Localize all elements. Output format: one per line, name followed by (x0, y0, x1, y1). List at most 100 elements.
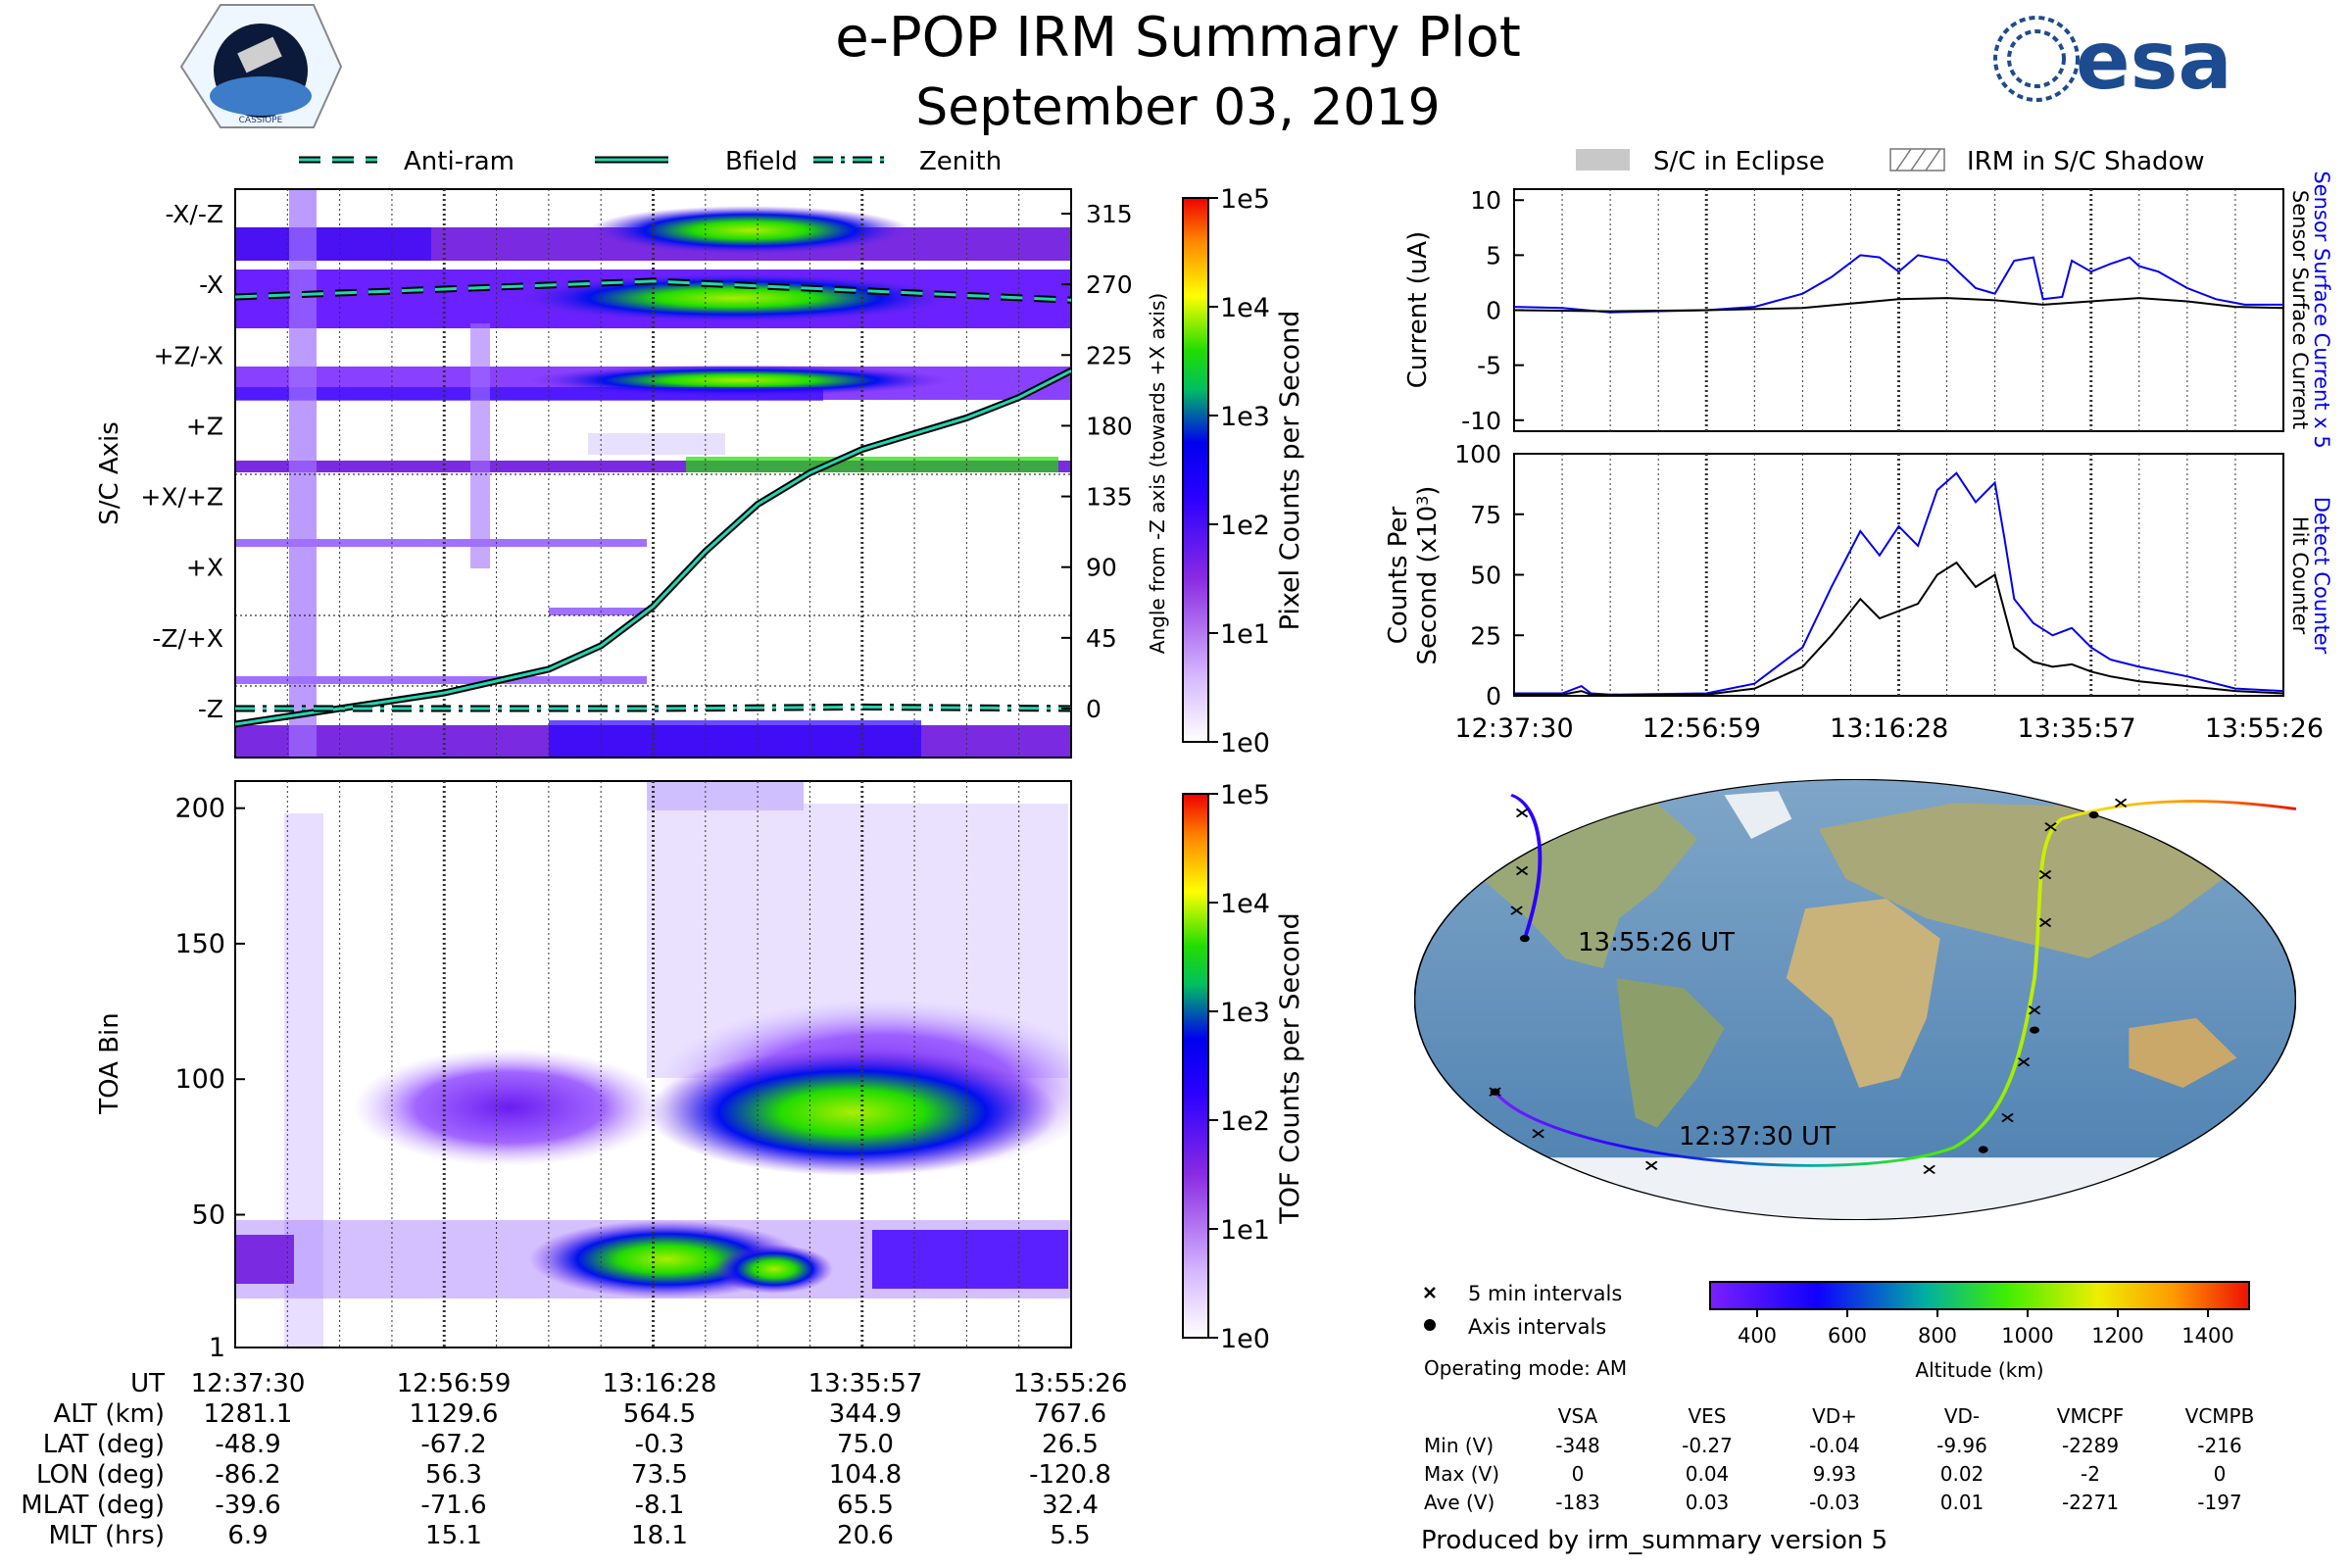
ephemeris-cell: 5.5 (1050, 1521, 1090, 1550)
ephemeris-cell: -39.6 (215, 1491, 280, 1520)
voltage-header: VCMPB (2185, 1404, 2255, 1428)
spec1-angle-tick: 225 (1086, 341, 1133, 369)
ephemeris-row-label: UT (130, 1369, 165, 1398)
colorbar-tick-label: 1e5 (1220, 780, 1270, 810)
spec1-angle-tick: 90 (1086, 554, 1117, 582)
spec1-axis-label: -Z (198, 695, 223, 723)
voltage-header: VSA (1558, 1404, 1598, 1428)
spec2-ytick-label: 200 (174, 794, 225, 824)
ephemeris-row-label: MLAT (deg) (21, 1491, 165, 1520)
ephemeris-row-label: LON (deg) (36, 1460, 165, 1490)
counts-xtick-label: 12:37:30 (1454, 713, 1573, 744)
ephemeris-cell: -67.2 (420, 1430, 486, 1459)
bfield-line (235, 368, 1071, 726)
voltage-cell: 0.04 (1686, 1462, 1730, 1486)
ephemeris-cell: 15.1 (425, 1521, 482, 1550)
ephemeris-cell: 104.8 (829, 1460, 902, 1490)
voltage-header: VES (1688, 1404, 1726, 1428)
ephemeris-row-label: ALT (km) (53, 1399, 165, 1429)
counts-xtick-label: 12:56:59 (1642, 713, 1761, 744)
ephemeris-cell: 65.5 (837, 1491, 894, 1520)
voltage-cell: 0.03 (1686, 1491, 1730, 1514)
legend-5min-label: 5 min intervals (1468, 1282, 1622, 1305)
legend-shadow-swatch (1889, 148, 1945, 172)
counts-xtick-label: 13:35:57 (2017, 713, 2135, 744)
voltage-cell: -2 (2081, 1462, 2100, 1486)
voltage-cell: -216 (2197, 1434, 2241, 1457)
spec1-angle-tick: 315 (1086, 200, 1133, 228)
spec1-axis-label: +Z (186, 412, 223, 440)
spec2-ytick-label: 1 (209, 1333, 225, 1363)
spec1-axis-label: -X/-Z (166, 200, 223, 228)
cassiope-label: CASSIOPE (239, 116, 283, 125)
colorbar-tick-label: 1e3 (1220, 998, 1270, 1028)
ephemeris-cell: 344.9 (829, 1399, 902, 1429)
spec1-ylabel-right: Angle from -Z axis (towards +X axis) (1146, 293, 1169, 654)
ephemeris-cell: -48.9 (215, 1430, 280, 1459)
spec1-ylabel: S/C Axis (95, 421, 124, 525)
ephemeris-cell: 56.3 (425, 1460, 482, 1490)
voltage-cell: 0 (2214, 1462, 2227, 1486)
colorbar-tick-label: 1e0 (1220, 1324, 1270, 1354)
ephemeris-cell: 13:16:28 (603, 1369, 717, 1398)
altitude-colorbar: 400 600 800 1000 1200 1400 Altitude (km) (1709, 1281, 2250, 1382)
esa-label: esa (2076, 15, 2232, 108)
voltage-cell: 9.93 (1813, 1462, 1857, 1486)
counts-xtick-label: 13:55:26 (2205, 713, 2324, 744)
voltage-row-label: Max (V) (1424, 1462, 1499, 1486)
counts-right-black-label: Hit Counter (2288, 516, 2312, 635)
colorbar-tick-label: 1e1 (1220, 1215, 1270, 1246)
voltage-cell: -0.04 (1809, 1434, 1860, 1457)
legend-antiram-label: Anti-ram (404, 147, 514, 176)
voltage-header: VMCPF (2057, 1404, 2124, 1428)
colorbar-tick-label: 1e4 (1220, 889, 1270, 919)
voltage-cell: -197 (2197, 1491, 2241, 1514)
counts-ytick-label: 0 (1486, 682, 1501, 710)
voltage-cell: -348 (1555, 1434, 1599, 1457)
ephemeris-cell: 13:55:26 (1013, 1369, 1128, 1398)
operating-mode: Operating mode: AM (1424, 1356, 1627, 1380)
orbit-track-2 (1510, 793, 1543, 939)
current-right-blue-label: Sensor Surface Current x 5 (2310, 171, 2333, 448)
ephemeris-cell: -8.1 (635, 1491, 685, 1520)
legend-bfield-label: Bfield (725, 147, 798, 176)
ephemeris-table: UT 12:37:30 12:56:59 13:16:28 13:35:57 13:55:… (21, 1369, 1127, 1550)
spec1-axis-label: -X (199, 270, 223, 299)
spec2-ytick-label: 50 (192, 1200, 225, 1230)
five-min-marker-icon (1424, 1287, 1436, 1298)
ephemeris-row-label: LAT (deg) (43, 1430, 165, 1459)
ephemeris-cell: 75.0 (837, 1430, 894, 1459)
current-plot: 10 5 0 -5 -10 Current (uA) Sensor Surface Cu… (1403, 171, 2333, 448)
ephemeris-cell: 18.1 (631, 1521, 688, 1550)
ephemeris-cell: 73.5 (631, 1460, 688, 1490)
ephemeris-cell: -71.6 (420, 1491, 486, 1520)
ephemeris-cell: 32.4 (1042, 1491, 1099, 1520)
legend-axis-label: Axis intervals (1468, 1315, 1606, 1339)
current-right-black-label: Sensor Surface Current (2288, 190, 2312, 429)
current-ytick-label: -10 (1461, 407, 1501, 435)
colorbar-tick-label: 1e4 (1220, 293, 1270, 323)
counts-black-line (1514, 561, 2284, 697)
zenith-line (235, 705, 1071, 710)
ephemeris-cell: 6.9 (227, 1521, 268, 1550)
footer: Produced by irm_summary version 5 (1421, 1526, 1887, 1555)
counts-ytick-label: 100 (1454, 440, 1501, 468)
axis-interval-marker-icon (1424, 1319, 1436, 1331)
legend-eclipse-swatch (1576, 149, 1630, 171)
voltage-cell: -2271 (2062, 1491, 2119, 1514)
ephemeris-cell: 12:37:30 (191, 1369, 306, 1398)
colorbar-tof-label: TOF Counts per Second (1275, 912, 1305, 1225)
spec2-ytick-label: 150 (174, 929, 225, 959)
colorbar-tick-label: 1e1 (1220, 619, 1270, 650)
colorbar-tick-label: 1e2 (1220, 1106, 1270, 1137)
page-title: e-POP IRM Summary Plot (835, 6, 1521, 70)
ephemeris-cell: -0.3 (635, 1430, 685, 1459)
spec1-axis-label: -Z/+X (152, 624, 223, 653)
voltage-header: VD- (1944, 1404, 1980, 1428)
counts-right-blue-label: Detect Counter (2310, 497, 2333, 655)
ephemeris-row-label: MLT (hrs) (49, 1521, 166, 1550)
colorbar-tof: 1e5 1e4 1e3 1e2 1e1 1e0 TOF Counts per Second (1182, 780, 1305, 1354)
legend-shadow-label: IRM in S/C Shadow (1967, 147, 2205, 176)
ephemeris-cell: 20.6 (837, 1521, 894, 1550)
spec1-angle-tick: 135 (1086, 483, 1133, 512)
